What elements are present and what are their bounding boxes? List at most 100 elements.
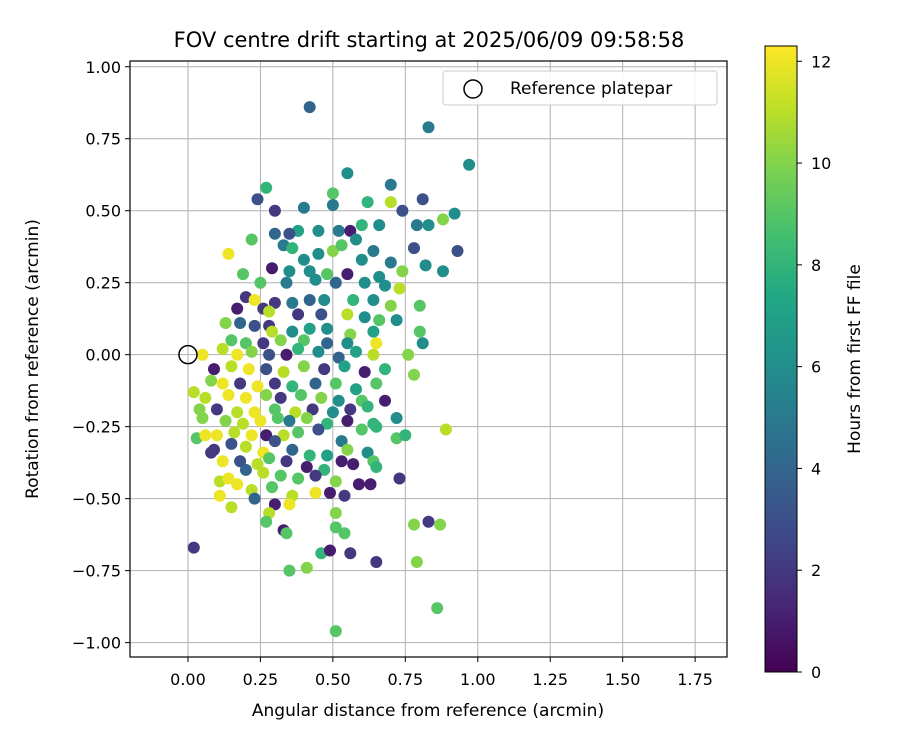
data-point bbox=[439, 423, 452, 436]
data-point bbox=[416, 337, 429, 350]
data-point bbox=[257, 337, 270, 350]
data-point bbox=[370, 337, 383, 350]
data-point bbox=[451, 245, 464, 257]
data-point bbox=[245, 345, 258, 358]
data-point bbox=[326, 406, 339, 419]
data-point bbox=[332, 351, 345, 364]
data-point bbox=[274, 469, 287, 482]
data-point bbox=[318, 363, 331, 376]
data-point bbox=[237, 417, 249, 430]
data-point bbox=[341, 337, 354, 350]
data-point bbox=[437, 213, 449, 226]
data-point bbox=[268, 204, 281, 217]
data-point bbox=[268, 435, 281, 448]
y-axis-ticks: 1.00 0.75 0.50 0.25 0.00 −0.25 −0.50 −0.75 −1.00 bbox=[72, 58, 130, 653]
data-point bbox=[324, 544, 336, 557]
x-tick-label: 1.50 bbox=[605, 670, 641, 689]
data-point bbox=[231, 406, 244, 419]
reference-platepar-marker bbox=[178, 344, 198, 365]
data-point bbox=[283, 265, 296, 278]
data-point bbox=[390, 314, 403, 327]
y-tick-label: −0.75 bbox=[72, 562, 121, 581]
data-point bbox=[321, 337, 334, 350]
data-point bbox=[367, 325, 380, 338]
data-point bbox=[309, 377, 322, 390]
data-point bbox=[321, 268, 334, 281]
data-point bbox=[350, 233, 362, 246]
data-point bbox=[199, 429, 212, 442]
y-tick-label: 1.00 bbox=[85, 58, 121, 77]
data-point bbox=[332, 224, 345, 237]
data-point bbox=[361, 196, 374, 209]
data-point bbox=[237, 268, 249, 281]
data-point bbox=[335, 239, 348, 252]
data-point bbox=[297, 334, 310, 347]
data-point bbox=[338, 489, 351, 502]
data-point bbox=[292, 472, 305, 485]
data-point bbox=[286, 325, 299, 338]
data-point bbox=[370, 377, 383, 390]
data-point bbox=[306, 403, 319, 416]
data-point bbox=[239, 463, 252, 476]
data-point bbox=[321, 449, 334, 462]
x-axis-label: Angular distance from reference (arcmin) bbox=[252, 701, 604, 721]
data-point bbox=[408, 368, 420, 381]
data-point bbox=[338, 527, 351, 540]
data-point bbox=[373, 270, 386, 283]
data-point bbox=[274, 334, 287, 347]
data-point bbox=[309, 486, 322, 499]
data-point bbox=[390, 412, 403, 424]
data-point bbox=[338, 360, 351, 373]
data-point bbox=[408, 518, 420, 531]
data-point bbox=[448, 207, 461, 220]
data-point bbox=[303, 265, 316, 278]
data-point bbox=[370, 420, 383, 433]
data-point bbox=[408, 242, 420, 255]
data-point bbox=[329, 507, 342, 519]
data-point bbox=[335, 435, 348, 448]
data-point bbox=[283, 414, 296, 427]
data-point bbox=[355, 253, 368, 266]
data-points bbox=[187, 101, 476, 638]
data-point bbox=[315, 391, 328, 404]
x-tick-label: 0.00 bbox=[170, 670, 206, 689]
data-point bbox=[242, 363, 255, 376]
data-point bbox=[393, 282, 406, 295]
data-point bbox=[326, 199, 339, 211]
data-point bbox=[303, 294, 316, 306]
data-point bbox=[277, 366, 290, 378]
data-point bbox=[341, 443, 354, 456]
data-point bbox=[292, 342, 305, 355]
data-point bbox=[239, 440, 252, 453]
legend-box bbox=[442, 70, 718, 106]
data-point bbox=[341, 308, 354, 321]
data-point bbox=[274, 391, 287, 404]
data-point bbox=[350, 345, 362, 358]
data-point bbox=[266, 481, 278, 494]
data-point bbox=[352, 478, 365, 491]
data-point bbox=[329, 276, 342, 289]
x-axis-ticks: 0.00 0.25 0.50 0.75 1.00 1.25 1.50 1.75 bbox=[170, 657, 713, 689]
data-point bbox=[289, 406, 302, 419]
data-point bbox=[384, 256, 397, 269]
data-point bbox=[213, 489, 226, 502]
data-point bbox=[216, 377, 229, 390]
data-point bbox=[292, 308, 305, 321]
data-point bbox=[231, 348, 244, 361]
data-point bbox=[283, 227, 296, 240]
data-point bbox=[225, 437, 238, 450]
data-point bbox=[245, 233, 258, 246]
data-point bbox=[231, 478, 244, 491]
data-point bbox=[347, 294, 360, 306]
data-point bbox=[205, 446, 218, 459]
colorbar-ticks: 0 2 4 6 8 10 12 bbox=[797, 52, 831, 682]
data-point bbox=[260, 181, 273, 194]
data-point bbox=[355, 423, 368, 436]
data-point bbox=[396, 265, 409, 278]
data-point bbox=[373, 314, 386, 327]
data-point bbox=[399, 429, 412, 442]
data-point bbox=[251, 193, 264, 206]
data-point bbox=[393, 472, 406, 485]
data-point bbox=[370, 556, 383, 568]
x-tick-label: 0.50 bbox=[315, 670, 351, 689]
